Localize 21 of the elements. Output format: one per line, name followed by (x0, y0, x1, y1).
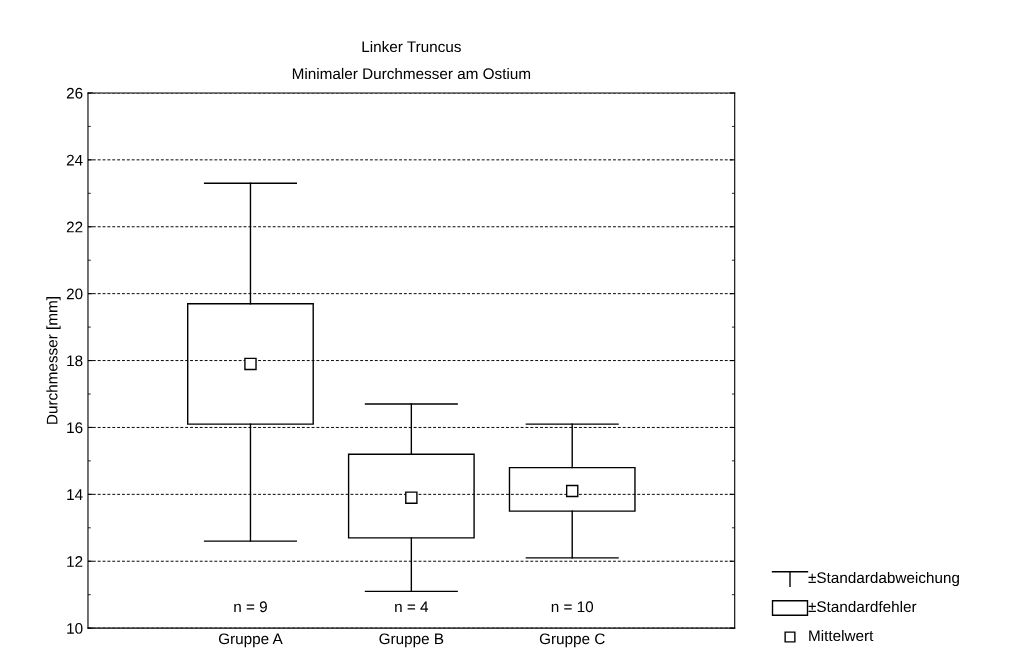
y-tick-label: 18 (67, 355, 83, 367)
text: ±Standardabweichung (808, 571, 959, 587)
chart-subtitle: Minimaler Durchmesser am Ostium (292, 67, 531, 80)
y-tick-label: 26 (66, 87, 83, 99)
y-tick-label: 22 (66, 221, 83, 233)
y-tick-label: 12 (67, 556, 83, 567)
y-axis-title: Durchmesser [mm] (46, 297, 61, 424)
x-tick-label: Gruppe C (539, 633, 605, 648)
y-tick-label: 10 (67, 623, 83, 634)
text: Mittelwert (809, 629, 874, 642)
annotation: n = 4 (395, 601, 429, 613)
text: ±Standardfehler (808, 600, 917, 613)
annotation: n = 9 (234, 601, 267, 613)
x-tick-label: Gruppe B (379, 633, 444, 648)
y-tick-label: 24 (66, 154, 83, 166)
y-tick-label: 16 (67, 422, 83, 434)
annotation: n = 10 (551, 601, 594, 613)
chart-title: Linker Truncus (362, 40, 461, 53)
x-tick-label: Gruppe A (218, 633, 283, 648)
y-tick-label: 14 (67, 489, 83, 500)
y-tick-label: 20 (66, 288, 83, 300)
